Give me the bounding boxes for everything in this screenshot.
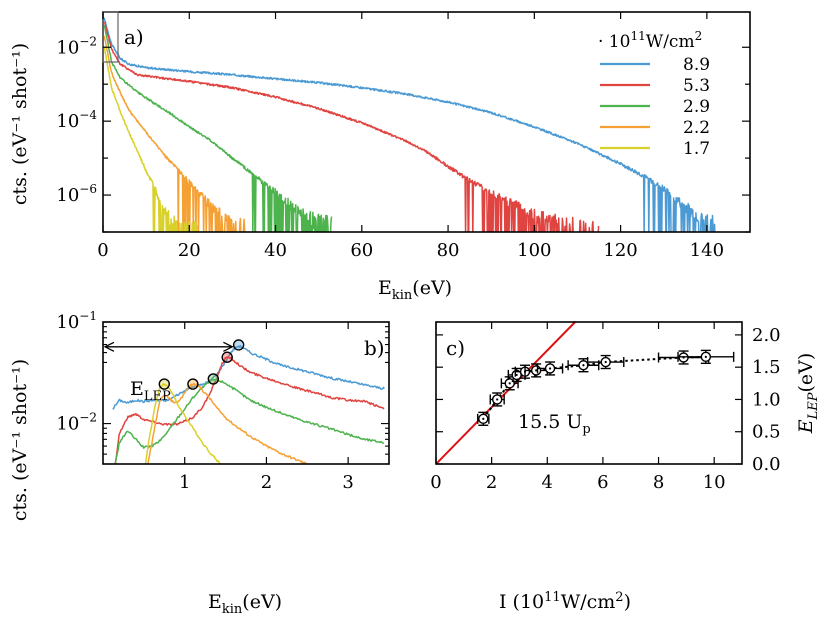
series-line-2-9 xyxy=(103,25,333,232)
panel-b-series xyxy=(112,344,385,464)
series-line-5-3 xyxy=(103,21,600,232)
x-tick-label: 2 xyxy=(261,472,272,493)
series-line-8-9 xyxy=(112,344,385,410)
lep-marker-1-7 xyxy=(158,378,170,390)
data-point xyxy=(524,363,548,378)
elep-arrow-head-left xyxy=(103,341,115,352)
x-tick-label: 40 xyxy=(264,240,287,261)
data-point xyxy=(567,358,600,373)
series-line-1-7 xyxy=(144,383,222,464)
panel-b-ylabel: cts. (eV⁻¹ shot⁻¹) xyxy=(9,359,31,521)
elep-annotation: ELEP xyxy=(130,378,171,404)
panel-c: 0 2 4 6 8 10 0.0 0.5 1.0 1.5 2.0 c) 15.5 Up I (101… xyxy=(430,321,821,613)
trend-dotted-line xyxy=(482,355,706,420)
y-tick-label: 0.0 xyxy=(752,454,781,475)
elep-arrow xyxy=(103,341,234,352)
lep-marker-5-3 xyxy=(221,351,233,363)
y-tick-label: 0.5 xyxy=(752,422,781,443)
x-tick-label: 0 xyxy=(97,240,108,261)
x-tick-label: 8 xyxy=(653,472,664,493)
y-tick-label: 1.0 xyxy=(752,389,781,410)
panel-a-frame xyxy=(102,11,751,233)
legend-title: · 1011W/cm2 xyxy=(598,29,702,52)
panel-a-label: a) xyxy=(124,25,144,49)
panel-a-axes: 0 20 40 60 80 100 120 140 10−2 10−4 10−6 xyxy=(56,12,750,261)
x-tick-label: 20 xyxy=(178,240,201,261)
series-line-2-9 xyxy=(114,378,385,464)
x-tick-label: 100 xyxy=(517,240,551,261)
data-point xyxy=(677,349,735,365)
x-tick-label: 10 xyxy=(703,472,726,493)
x-tick-label: 4 xyxy=(542,472,553,493)
panel-b-lep-markers xyxy=(158,339,245,390)
x-tick-label: 60 xyxy=(350,240,373,261)
panel-a-zoom-box xyxy=(102,11,119,63)
data-point xyxy=(477,411,490,426)
legend-label-2-9: 2.9 xyxy=(683,97,710,117)
panel-b-label: b) xyxy=(364,336,385,360)
x-tick-label: 1 xyxy=(179,472,190,493)
point-center xyxy=(604,360,607,364)
x-tick-label: 120 xyxy=(603,240,637,261)
legend-label-2-2: 2.2 xyxy=(683,118,710,138)
data-point xyxy=(536,361,564,376)
panel-b-frame xyxy=(102,321,390,465)
panel-c-plot xyxy=(436,322,706,464)
point-center xyxy=(508,382,511,385)
x-tick-label: 6 xyxy=(597,472,608,493)
point-center xyxy=(548,367,552,370)
series-line-2-2 xyxy=(103,35,246,232)
panel-c-points xyxy=(477,349,735,426)
point-center xyxy=(582,364,585,367)
series-line-5-3 xyxy=(114,356,385,464)
x-tick-label: 140 xyxy=(690,240,724,261)
y-tick-label: 10−2 xyxy=(56,411,97,435)
panel-c-label: c) xyxy=(446,336,465,360)
panel-c-ylabel: ELEP(eV) xyxy=(795,353,821,435)
series-line-1-7 xyxy=(103,46,199,232)
panel-b-xlabel: Ekin(eV) xyxy=(208,591,282,617)
panel-b: 1 2 3 10−1 10−2 ELEP b) Ekin(eV) cts. (eV⁻¹ … xyxy=(9,309,390,617)
panel-b-axes: 1 2 3 10−1 10−2 xyxy=(56,309,389,493)
y-tick-label: 10−2 xyxy=(56,34,97,58)
fit-label: 15.5 Up xyxy=(518,411,591,437)
data-point xyxy=(489,392,505,407)
series-line-8-9 xyxy=(103,17,716,232)
panel-a-series xyxy=(103,17,716,232)
data-point xyxy=(507,367,526,383)
data-point xyxy=(586,354,625,370)
panel-c-xlabel: I (1011W/cm2) xyxy=(499,590,631,613)
lep-marker-8-9 xyxy=(232,339,245,351)
y-tick-label: 10−1 xyxy=(56,309,97,333)
legend: · 1011W/cm2 8.95.32.92.21.7 xyxy=(598,29,710,159)
point-center xyxy=(704,355,707,358)
legend-label-5-3: 5.3 xyxy=(683,76,710,96)
point-center xyxy=(515,373,518,377)
lep-marker-2-9 xyxy=(207,373,220,385)
x-tick-label: 80 xyxy=(437,240,460,261)
panel-a-ylabel: cts. (eV⁻¹ shot⁻¹) xyxy=(9,43,31,205)
panel-a: 0 20 40 60 80 100 120 140 10−2 10−4 10−6 a) Ekin(e… xyxy=(9,11,751,303)
point-center xyxy=(535,369,538,372)
panel-a-xlabel: Ekin(eV) xyxy=(378,277,452,303)
y-tick-label: 2.0 xyxy=(752,325,781,346)
fit-line xyxy=(436,322,576,464)
panel-c-axes: 0 2 4 6 8 10 0.0 0.5 1.0 1.5 2.0 xyxy=(430,322,781,493)
y-tick-label: 10−4 xyxy=(56,108,97,132)
x-tick-label: 0 xyxy=(430,472,441,493)
point-center xyxy=(482,417,485,420)
series-line-2-2 xyxy=(147,382,308,464)
x-tick-label: 3 xyxy=(342,472,353,493)
point-center xyxy=(496,398,499,401)
legend-label-1-7: 1.7 xyxy=(683,139,710,159)
elep-arrow-head-right xyxy=(223,341,234,352)
panel-c-frame xyxy=(435,321,743,465)
lep-marker-2-2 xyxy=(187,378,199,390)
x-tick-label: 2 xyxy=(486,472,497,493)
y-tick-label: 10−6 xyxy=(56,182,97,206)
legend-label-8-9: 8.9 xyxy=(683,55,710,75)
y-tick-label: 1.5 xyxy=(752,357,781,378)
